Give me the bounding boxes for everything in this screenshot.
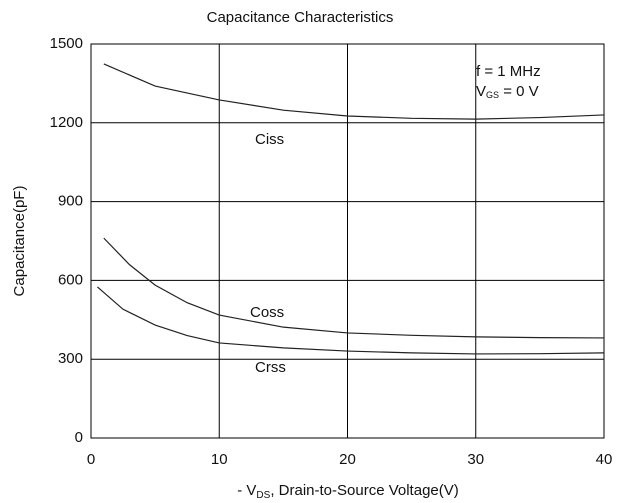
x-tick-label: 30 <box>467 451 484 468</box>
series-line <box>103 237 605 339</box>
y-tick-label: 1200 <box>50 114 83 131</box>
y-tick-label: 0 <box>75 429 83 446</box>
x-label-rest: , Drain-to-Source Voltage(V) <box>270 482 458 499</box>
series-line <box>103 63 605 120</box>
y-tick-label: 900 <box>58 193 83 210</box>
chart-title: Capacitance Characteristics <box>207 9 394 26</box>
series-line <box>97 286 605 355</box>
annotation-rest: = 0 V <box>499 83 539 100</box>
x-tick-label: 20 <box>339 451 356 468</box>
annotation: VGS = 0 V <box>476 83 539 100</box>
annotation-sub: GS <box>486 90 499 100</box>
y-axis-label: Capacitance(pF) <box>11 186 28 297</box>
series-label: Coss <box>250 304 284 321</box>
annotation-text: V <box>476 83 486 100</box>
x-tick-label: 40 <box>596 451 613 468</box>
x-label-prefix: - V <box>237 482 256 499</box>
x-label-sub: DS <box>256 490 270 501</box>
y-tick-label: 1500 <box>50 35 83 52</box>
x-tick-label: 10 <box>211 451 228 468</box>
series-label: Crss <box>255 359 286 376</box>
annotation: f = 1 MHz <box>476 63 541 80</box>
y-tick-label: 600 <box>58 271 83 288</box>
x-axis-label: - VDS, Drain-to-Source Voltage(V) <box>237 482 459 501</box>
y-tick-label: 300 <box>58 350 83 367</box>
series-label: Ciss <box>255 131 284 148</box>
x-tick-label: 0 <box>87 451 95 468</box>
